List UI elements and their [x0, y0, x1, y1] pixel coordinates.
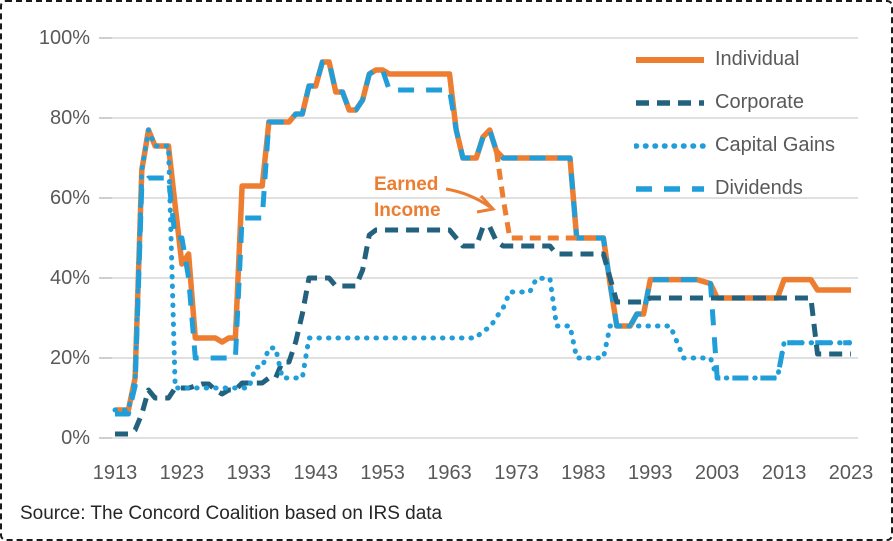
- series-line-dividends: [115, 59, 851, 417]
- x-tick-label: 1923: [159, 462, 205, 484]
- legend-swatch-capital-gains: [634, 142, 706, 149]
- legend-label-individual: Individual: [715, 48, 800, 70]
- x-tick-label: 1983: [561, 462, 606, 484]
- annotation-arrow-head: [476, 194, 496, 214]
- x-tick-label: 1933: [226, 462, 272, 484]
- x-tick-label: 1973: [494, 462, 539, 484]
- series-line-corporate: [115, 224, 851, 437]
- legend-item-corporate: Corporate: [634, 81, 835, 124]
- y-tick-label: 20%: [49, 347, 90, 369]
- y-tick-label: 0%: [61, 427, 90, 449]
- chart-legend: Individual Corporate Capital Gains Divid…: [634, 38, 835, 210]
- x-tick-label: 1953: [360, 462, 405, 484]
- y-tick-label: 60%: [49, 187, 90, 209]
- x-tick-label: 1943: [293, 462, 338, 484]
- y-tick-label: 100%: [38, 27, 90, 49]
- legend-label-corporate: Corporate: [715, 91, 804, 113]
- legend-item-individual: Individual: [634, 38, 835, 81]
- legend-swatch-individual: [636, 56, 704, 63]
- y-tick-label: 40%: [49, 267, 90, 289]
- annotation-arrow-line: [445, 187, 491, 209]
- legend-swatch-dividends: [636, 185, 704, 192]
- series-line-earned_income: [493, 150, 577, 241]
- x-tick-label: 1913: [92, 462, 138, 484]
- legend-item-dividends: Dividends: [634, 167, 835, 210]
- earned-income-annotation: Earned Income: [374, 174, 441, 221]
- x-tick-label: 1963: [427, 462, 472, 484]
- x-tick-label: 1993: [628, 462, 673, 484]
- x-tick-label: 2013: [761, 462, 807, 484]
- x-tick-label: 2023: [828, 462, 874, 484]
- legend-swatch-corporate: [636, 99, 704, 106]
- series-line-capital_gains: [112, 127, 854, 413]
- x-tick-label: 2003: [694, 462, 740, 484]
- legend-label-dividends: Dividends: [715, 177, 803, 199]
- y-tick-label: 80%: [49, 107, 90, 129]
- source-caption: Source: The Concord Coalition based on I…: [20, 503, 443, 524]
- legend-item-capital-gains: Capital Gains: [634, 124, 835, 167]
- legend-label-capital-gains: Capital Gains: [715, 134, 836, 156]
